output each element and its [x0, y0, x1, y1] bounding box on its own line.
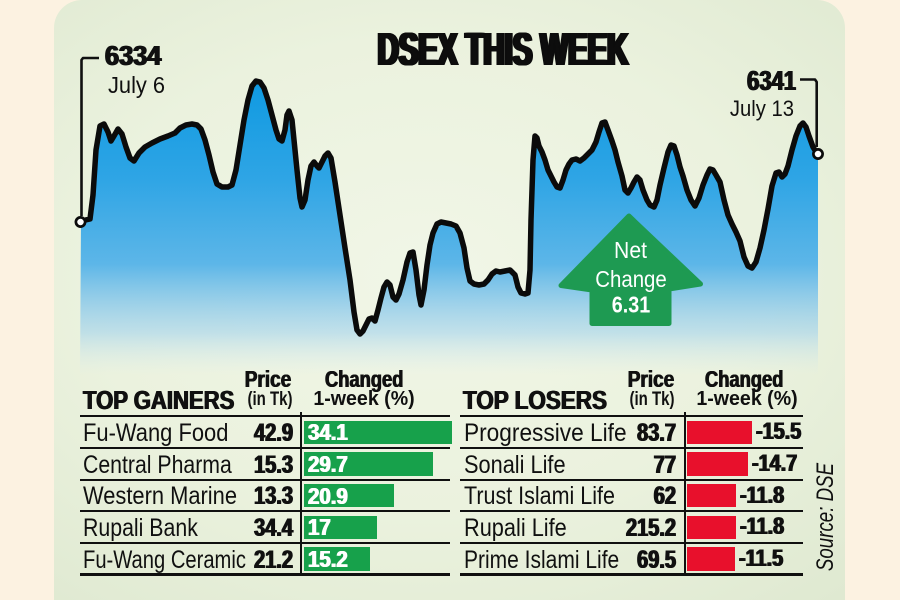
svg-text:Net: Net: [614, 237, 648, 263]
svg-text:6.31: 6.31: [612, 291, 650, 318]
svg-text:Change: Change: [595, 266, 667, 293]
svg-text:Source: DSE: Source: DSE: [812, 462, 839, 571]
